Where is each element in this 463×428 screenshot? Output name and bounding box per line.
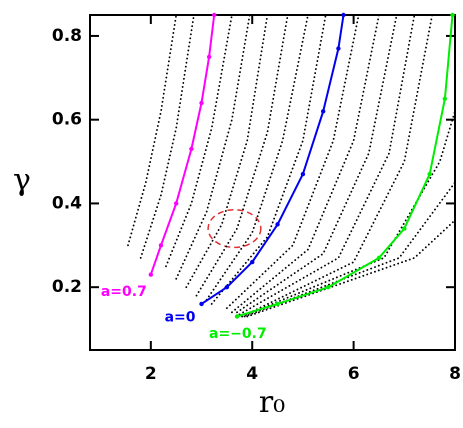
x-axis-label: r₀ [259, 385, 285, 420]
dotted-curve [241, 14, 434, 318]
dotted-curve [246, 219, 456, 318]
dotted-curve [165, 14, 233, 268]
x-tick-label: 8 [449, 364, 461, 384]
y-tick-label: 0.8 [52, 26, 82, 46]
curve-marker [326, 284, 331, 290]
curve-marker [427, 171, 432, 177]
curve-marker [234, 314, 240, 319]
curve-marker [275, 222, 280, 227]
curve [200, 14, 345, 305]
curve-marker [341, 12, 346, 18]
dotted-curve [231, 14, 380, 314]
curve-marker [450, 12, 455, 18]
curve-marker [199, 100, 204, 106]
curve-marker [158, 243, 164, 248]
dotted-curve [185, 14, 269, 289]
curve-marker [402, 226, 407, 231]
dotted-curve [236, 14, 398, 314]
curve-marker [250, 259, 255, 265]
curve-marker [300, 171, 306, 177]
curve [149, 14, 216, 276]
curve-marker [320, 109, 326, 114]
y-axis-label: γ [13, 163, 31, 198]
curve-marker [224, 284, 230, 290]
y-tick-label: 0.6 [52, 110, 82, 130]
dotted-curve [210, 14, 327, 305]
y-tick-label: 0.2 [52, 277, 82, 297]
x-tick-label: 2 [145, 364, 157, 384]
dotted-curve [175, 14, 251, 280]
dotted-curve [226, 14, 360, 309]
dotted-curve [241, 110, 456, 318]
region-ellipse [207, 208, 262, 249]
curve-label: a=−0.7 [209, 326, 267, 342]
dotted-curve [127, 14, 178, 247]
curve-label: a=0 [165, 310, 196, 326]
curve-marker [148, 272, 154, 277]
curve [236, 14, 454, 318]
y-tick-label: 0.4 [52, 193, 82, 213]
curve-marker [199, 301, 204, 307]
curve-marker [336, 46, 341, 51]
x-tick-label: 4 [246, 364, 258, 384]
dotted-curve [195, 14, 289, 297]
dotted-curve [238, 14, 416, 316]
curve-marker [442, 96, 448, 101]
curve-marker [189, 146, 194, 152]
dotted-curve [139, 14, 195, 259]
curve-marker [206, 54, 212, 60]
curve-marker [212, 12, 217, 18]
curve-label: a=0.7 [101, 284, 147, 300]
x-tick-label: 6 [348, 364, 360, 384]
curve-marker [275, 301, 280, 307]
dotted-curve [205, 14, 309, 301]
curve-marker [173, 201, 179, 206]
curve-marker [376, 255, 382, 261]
